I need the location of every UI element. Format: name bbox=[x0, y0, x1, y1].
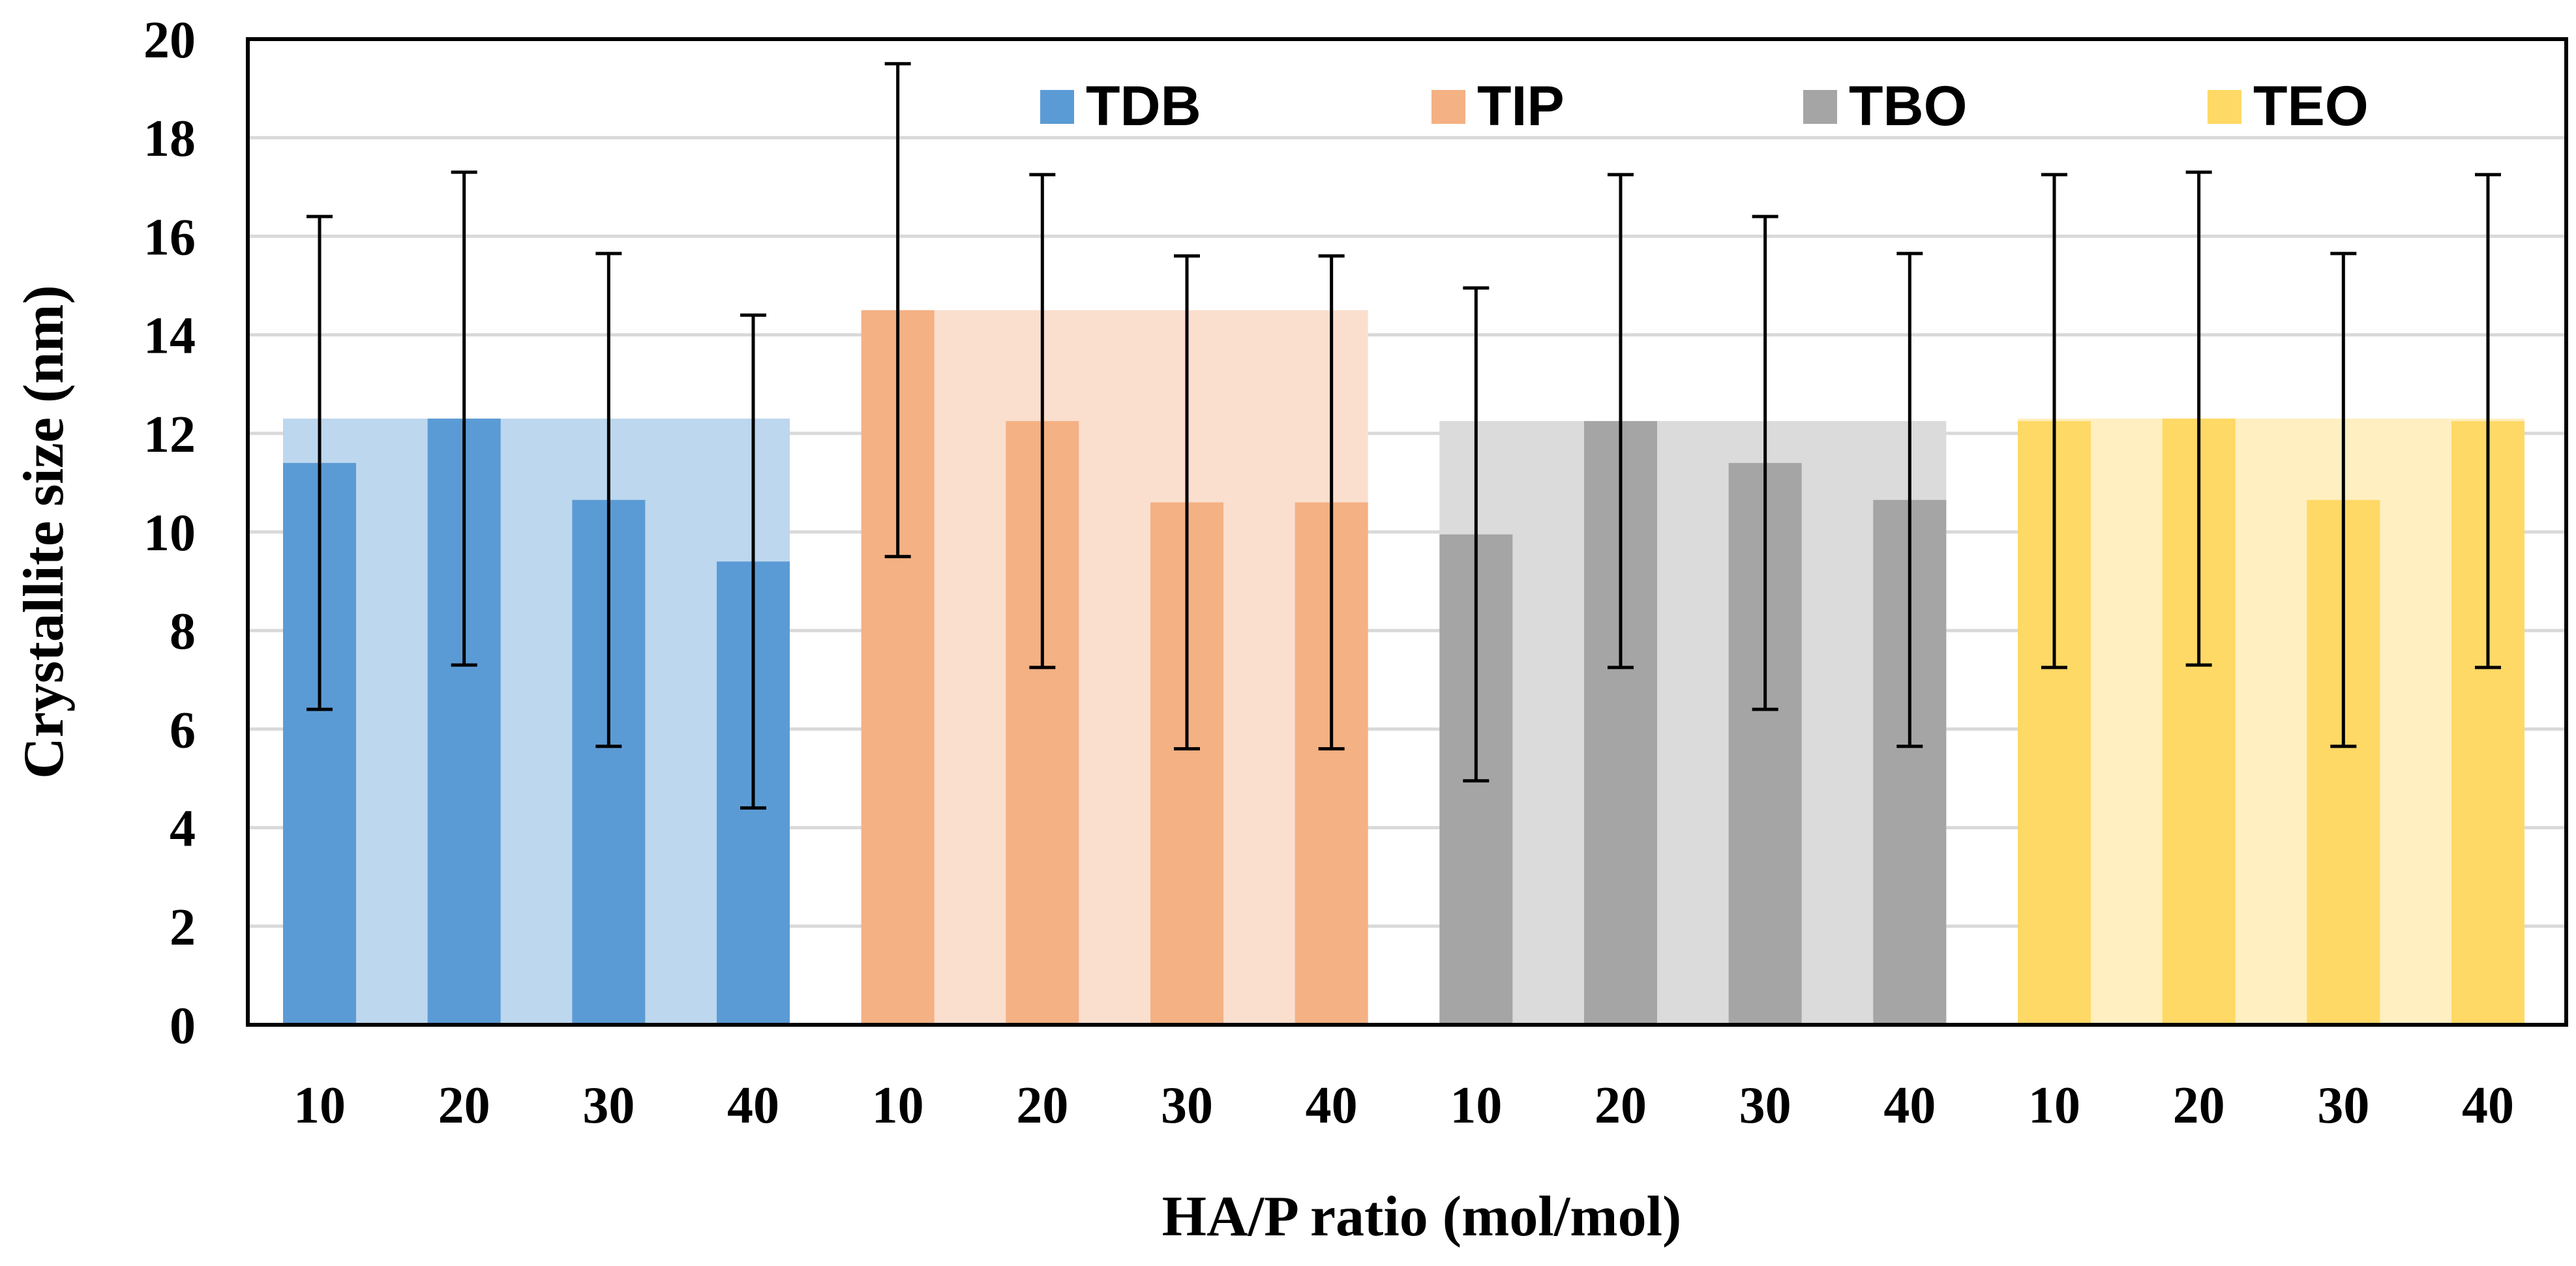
legend-label: TEO bbox=[2253, 75, 2369, 138]
x-tick-label: 30 bbox=[582, 1077, 635, 1134]
y-tick-label: 20 bbox=[143, 12, 196, 69]
y-tick-label: 0 bbox=[170, 997, 196, 1055]
y-tick-label: 4 bbox=[170, 801, 196, 858]
x-tick-label: 30 bbox=[2317, 1077, 2369, 1134]
x-tick-label: 40 bbox=[2462, 1077, 2514, 1134]
error-bar-tdb-30 bbox=[595, 252, 622, 748]
y-tick-label: 14 bbox=[143, 308, 196, 365]
x-tick-labels: 10 20 30 40 10 20 30 40 10 20 30 40 10 20 30 40 bbox=[293, 1077, 2514, 1134]
legend-label: TBO bbox=[1849, 75, 1968, 138]
error-bar-teo-20 bbox=[2185, 170, 2212, 667]
x-tick-label: 10 bbox=[1450, 1077, 1502, 1134]
x-axis-title: HA/P ratio (mol/mol) bbox=[1162, 1185, 1682, 1248]
plot-area-border bbox=[246, 37, 2568, 1027]
y-tick-label: 8 bbox=[170, 603, 196, 660]
legend-item-tbo: TBO bbox=[1803, 75, 1968, 138]
y-axis-title: Crystallite size (nm) bbox=[12, 285, 76, 779]
error-bar-tip-30 bbox=[1174, 254, 1200, 751]
error-bar-tdb-20 bbox=[451, 170, 477, 667]
y-tick-label: 6 bbox=[170, 701, 196, 759]
x-tick-label: 20 bbox=[1016, 1077, 1068, 1134]
y-tick-label: 10 bbox=[143, 505, 196, 562]
legend-item-tdb: TDB bbox=[1040, 75, 1201, 138]
error-bar-teo-40 bbox=[2475, 173, 2501, 670]
group-bands bbox=[283, 310, 2524, 1025]
x-tick-label: 10 bbox=[293, 1077, 346, 1134]
x-tick-label: 30 bbox=[1161, 1077, 1213, 1134]
error-bar-teo-30 bbox=[2330, 252, 2357, 748]
legend-item-tip: TIP bbox=[1431, 75, 1565, 138]
error-bar-tdb-10 bbox=[307, 214, 333, 711]
y-tick-label: 16 bbox=[143, 209, 196, 266]
legend-swatch bbox=[1431, 90, 1465, 124]
error-bar-tdb-40 bbox=[740, 313, 766, 810]
legend-swatch bbox=[2208, 90, 2241, 124]
legend-swatch bbox=[1803, 90, 1837, 124]
x-tick-label: 20 bbox=[438, 1077, 490, 1134]
error-bar-tip-10 bbox=[884, 62, 911, 559]
error-bar-tbo-40 bbox=[1896, 252, 1923, 748]
group-band-tbo bbox=[1439, 420, 1947, 1025]
x-tick-label: 20 bbox=[2173, 1077, 2225, 1134]
error-bar-tip-20 bbox=[1029, 173, 1056, 670]
error-bars bbox=[307, 62, 2501, 810]
legend-label: TDB bbox=[1086, 75, 1201, 138]
x-tick-label: 40 bbox=[1883, 1077, 1936, 1134]
error-bar-tip-40 bbox=[1318, 254, 1345, 751]
error-bar-tbo-10 bbox=[1463, 286, 1490, 783]
y-tick-labels: 0 2 4 6 8 10 12 14 16 18 20 bbox=[143, 12, 196, 1055]
x-tick-label: 40 bbox=[1306, 1077, 1358, 1134]
x-tick-label: 40 bbox=[727, 1077, 779, 1134]
legend: TDB TIP TBO TEO bbox=[1040, 75, 2369, 138]
y-tick-label: 12 bbox=[143, 406, 196, 464]
x-tick-label: 30 bbox=[1739, 1077, 1791, 1134]
legend-item-teo: TEO bbox=[2208, 75, 2369, 138]
error-bar-teo-10 bbox=[2041, 173, 2067, 670]
group-band-tdb bbox=[283, 419, 790, 1025]
x-tick-label: 10 bbox=[2028, 1077, 2080, 1134]
x-tick-label: 10 bbox=[872, 1077, 924, 1134]
x-tick-label: 20 bbox=[1595, 1077, 1647, 1134]
error-bar-tbo-20 bbox=[1608, 173, 1634, 670]
legend-swatch bbox=[1040, 90, 1074, 124]
group-band-teo bbox=[2018, 419, 2524, 1025]
legend-label: TIP bbox=[1477, 75, 1565, 138]
error-bar-tbo-30 bbox=[1752, 214, 1778, 711]
y-tick-label: 2 bbox=[170, 899, 196, 956]
group-band-tip bbox=[861, 310, 1368, 1025]
y-tick-label: 18 bbox=[143, 110, 196, 168]
